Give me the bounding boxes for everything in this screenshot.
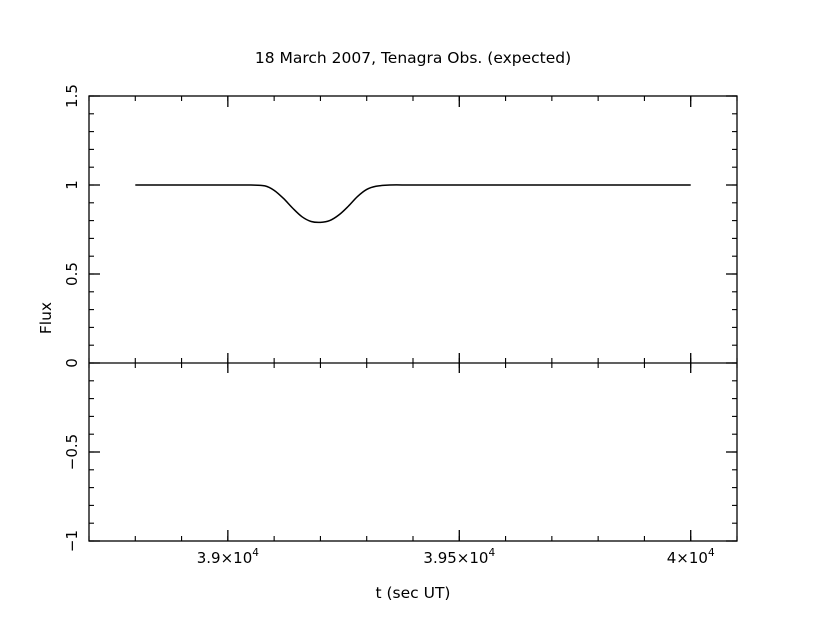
plot-frame [88,95,738,542]
x-tick-label: 3.9×104 [197,547,260,567]
y-tick-label: −1 [63,530,81,552]
y-axis-ticks: −1 −0.5 0 0.5 1 1.5 [63,84,737,552]
x-axis-label: t (sec UT) [376,584,451,602]
y-tick-label: −0.5 [63,434,81,470]
y-tick-label: 0.5 [63,262,81,286]
chart-title: 18 March 2007, Tenagra Obs. (expected) [255,49,571,67]
x-tick-label: 3.95×104 [423,547,495,567]
minor-ticks [88,95,738,542]
x-axis-ticks: 3.9×104 3.95×104 4×104 [197,96,715,567]
x-tick-label: 4×104 [667,547,715,567]
y-axis-label: Flux [37,302,55,334]
y-tick-label: 1.5 [63,84,81,108]
y-tick-label: 1 [63,180,81,190]
y-tick-label: 0 [63,358,81,368]
flux-series-line [135,184,691,224]
